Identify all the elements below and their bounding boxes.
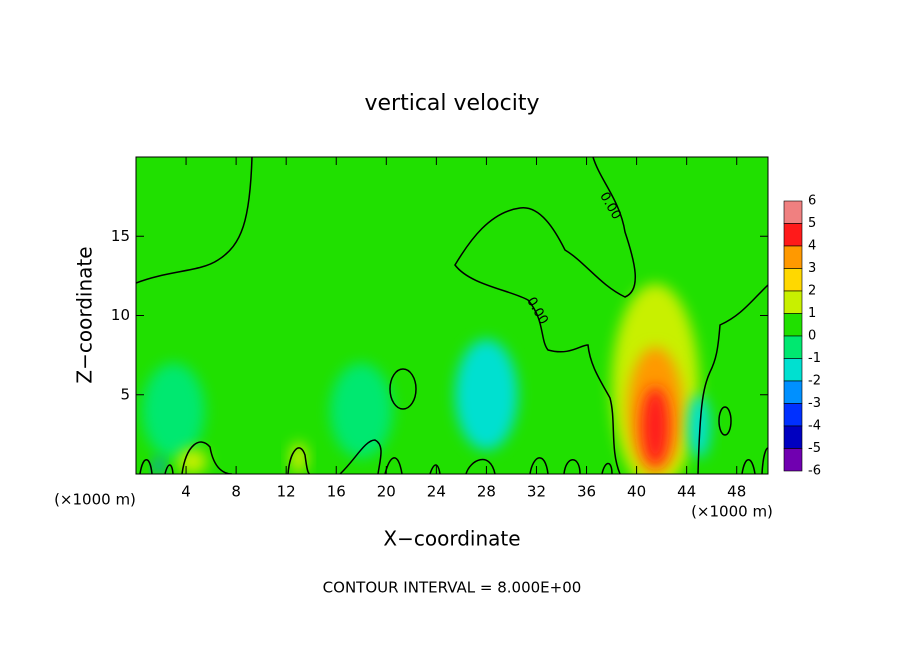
x-tick-label: 16 [327, 483, 346, 501]
x-tick-label: 8 [231, 483, 241, 501]
colorbar-swatch [783, 290, 803, 314]
colorbar-swatch [783, 313, 803, 337]
y-tick-label: 15 [111, 227, 130, 245]
contour-line [389, 368, 417, 410]
x-tick-label: 32 [527, 483, 546, 501]
y-tick-label: 10 [111, 306, 130, 324]
field-feature [641, 386, 670, 467]
field-feature [455, 339, 518, 451]
colorbar-label: 5 [808, 216, 816, 231]
contour-line [454, 157, 637, 474]
colorbar-label: -3 [808, 396, 821, 411]
colorbar-label: 2 [808, 284, 816, 299]
contour-line [136, 157, 253, 284]
x-axis-label: X−coordinate [383, 527, 520, 551]
y-tick-label: 5 [120, 385, 130, 403]
x-tick-label: 28 [477, 483, 496, 501]
field-feature [329, 363, 393, 459]
field-feature [142, 363, 205, 459]
x-tick-label: 12 [277, 483, 296, 501]
x-tick-label: 4 [181, 483, 191, 501]
colorbar-swatch [783, 448, 803, 472]
colorbar-label: -1 [808, 351, 821, 366]
colorbar-label: -4 [808, 419, 821, 434]
colorbar-label: 1 [808, 306, 816, 321]
x-tick-label: 24 [427, 483, 446, 501]
colorbar-swatch [783, 403, 803, 427]
x-tick-label: 44 [677, 483, 696, 501]
field-feature [177, 448, 208, 474]
zero-contour [136, 157, 768, 474]
contour-line [718, 406, 732, 436]
field-feature [687, 394, 711, 459]
field [142, 283, 711, 474]
colorbar-label: -5 [808, 441, 821, 456]
colorbar-label: 3 [808, 261, 816, 276]
field-feature [153, 458, 164, 474]
colorbar-swatch [783, 223, 803, 247]
contour-line [697, 284, 768, 474]
x-tick-label: 40 [627, 483, 646, 501]
colorbar-label: -6 [808, 464, 821, 479]
footer: CONTOUR INTERVAL = 8.000E+00 [323, 579, 582, 597]
colorbar-swatch [783, 200, 803, 224]
colorbar-swatch [783, 335, 803, 359]
colorbar-swatch [783, 358, 803, 382]
colorbar-swatch [783, 380, 803, 404]
colorbar-swatch [783, 268, 803, 292]
colorbar-label: 4 [808, 239, 816, 254]
colorbar-swatch [783, 425, 803, 449]
x-tick-label: 48 [727, 483, 746, 501]
chart-title: vertical velocity [364, 91, 539, 116]
colorbar-label: 0 [808, 329, 816, 344]
colorbar-swatch [783, 245, 803, 269]
colorbar-label: -2 [808, 374, 821, 389]
colorbar-label: 6 [808, 194, 816, 209]
y-axis-label: Z−coordinate [73, 246, 97, 383]
x-unit: (×1000 m) [691, 503, 773, 521]
x-tick-label: 20 [377, 483, 396, 501]
y-unit: (×1000 m) [54, 491, 136, 509]
x-tick-label: 36 [577, 483, 596, 501]
contour-line [139, 439, 768, 474]
